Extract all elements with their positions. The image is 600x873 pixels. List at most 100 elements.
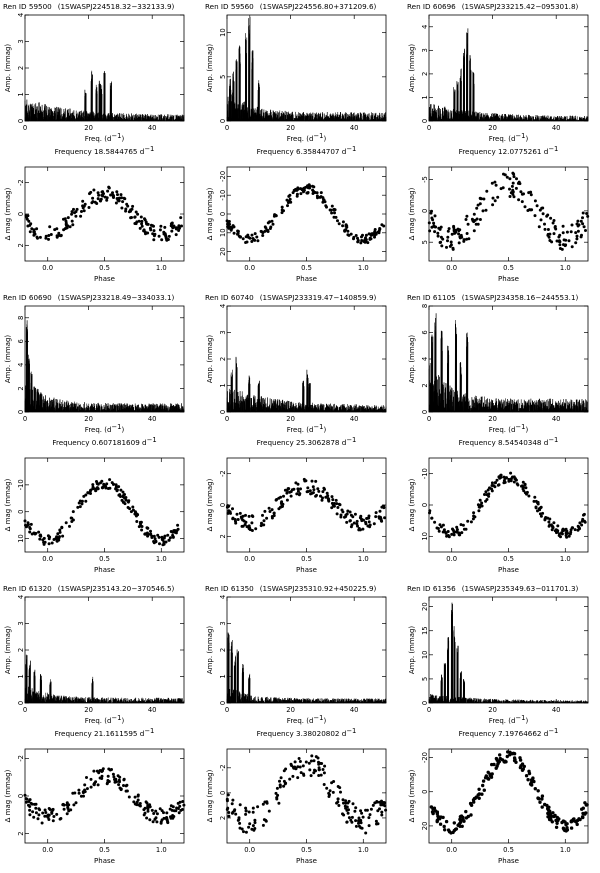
phase-point bbox=[152, 238, 156, 242]
phase-point bbox=[553, 225, 557, 228]
phase-point bbox=[145, 222, 149, 226]
phase-point bbox=[64, 521, 68, 525]
phase-point bbox=[569, 530, 573, 534]
phase-point bbox=[497, 483, 501, 487]
phase-point bbox=[364, 831, 368, 835]
phase-point bbox=[234, 812, 238, 816]
dmag-tick-label: -2 bbox=[219, 470, 227, 477]
phase-point bbox=[140, 219, 144, 223]
freq-tick-label: 20 bbox=[286, 706, 295, 714]
text-part: Ren ID 61350 bbox=[205, 584, 254, 593]
amp-tick-label: 3 bbox=[421, 48, 429, 52]
phase-point bbox=[136, 798, 140, 802]
phase-point bbox=[331, 498, 335, 502]
phase-point bbox=[576, 224, 580, 228]
phase-point bbox=[129, 209, 132, 213]
text-part: Frequency 25.3062878 d bbox=[257, 438, 347, 447]
phase-point bbox=[375, 800, 379, 804]
phase-point bbox=[452, 828, 456, 833]
freq-axis-label: Freq. (d−1) bbox=[85, 714, 125, 725]
phase-point bbox=[556, 818, 560, 823]
freq-axis-label: Freq. (d−1) bbox=[85, 423, 125, 434]
phase-point bbox=[92, 769, 96, 773]
amp-tick-label: 20 bbox=[421, 602, 429, 611]
phase-point bbox=[113, 778, 117, 781]
freq-axis-label: Freq. (d−1) bbox=[489, 423, 529, 434]
text-part: Ren ID 59500 bbox=[3, 2, 52, 11]
phase-point bbox=[293, 189, 296, 193]
phase-point bbox=[157, 234, 161, 238]
phase-point bbox=[469, 803, 474, 807]
phase-point bbox=[99, 197, 103, 201]
amp-axis-label: Amp. (mmag) bbox=[4, 626, 12, 675]
panel-title: Ren ID 61105 (1SWASPJ234358.16−244553.1) bbox=[407, 293, 579, 302]
phase-point bbox=[107, 767, 111, 771]
phase-point bbox=[506, 750, 510, 754]
phase-point bbox=[142, 808, 146, 812]
phase-point bbox=[92, 782, 96, 786]
phase-point bbox=[512, 172, 516, 176]
phase-point bbox=[95, 486, 99, 490]
phase-point bbox=[465, 232, 469, 235]
phase-point bbox=[29, 522, 33, 526]
amp-axis-label: Amp. (mmag) bbox=[408, 335, 416, 384]
phase-tick-label: 0.5 bbox=[503, 846, 514, 854]
phase-point bbox=[133, 795, 137, 799]
phase-point bbox=[430, 810, 435, 814]
phase-point bbox=[472, 511, 476, 515]
phase-point bbox=[84, 499, 88, 503]
freq-tick-label: 40 bbox=[350, 124, 359, 132]
phase-point bbox=[436, 231, 440, 235]
phase-point bbox=[576, 219, 580, 223]
phase-point bbox=[359, 241, 363, 245]
phase-point bbox=[457, 232, 461, 236]
phase-point bbox=[558, 532, 561, 536]
dmag-tick-label: 0 bbox=[17, 794, 25, 798]
phase-point bbox=[127, 795, 131, 799]
phase-point bbox=[529, 193, 533, 197]
phase-point bbox=[163, 534, 167, 538]
phase-point bbox=[256, 805, 260, 809]
amp-tick-label: 8 bbox=[421, 304, 429, 308]
phase-point bbox=[430, 516, 434, 520]
phase-point bbox=[242, 830, 245, 834]
phase-point bbox=[490, 481, 494, 485]
phase-axis-label: Phase bbox=[94, 566, 115, 574]
freq-tick-label: 0 bbox=[23, 706, 27, 714]
phase-point bbox=[31, 810, 35, 814]
frequency-label: Frequency 6.35844707 d−1 bbox=[257, 145, 357, 156]
dmag-tick-label: 2 bbox=[17, 831, 25, 835]
text-part: Freq. (d bbox=[287, 717, 314, 725]
phase-point bbox=[375, 822, 378, 826]
phase-point bbox=[477, 505, 481, 509]
phase-point bbox=[452, 533, 456, 537]
phase-point bbox=[562, 238, 566, 242]
phase-point bbox=[450, 532, 454, 536]
phase-point bbox=[136, 793, 140, 797]
phase-point bbox=[456, 227, 460, 231]
phase-point bbox=[241, 524, 245, 528]
phase-tick-label: 0.0 bbox=[42, 555, 53, 563]
phase-point bbox=[149, 228, 153, 232]
phase-point bbox=[485, 189, 489, 193]
phase-point bbox=[450, 232, 454, 236]
dmag-tick-label: -10 bbox=[219, 190, 227, 201]
phase-point bbox=[333, 502, 336, 505]
phase-point bbox=[86, 491, 90, 495]
text-part: −1 bbox=[313, 132, 323, 140]
phase-point bbox=[458, 235, 462, 239]
phase-point bbox=[466, 222, 470, 226]
phase-point bbox=[472, 220, 476, 224]
phase-point bbox=[346, 801, 350, 805]
phase-point bbox=[135, 520, 139, 523]
phase-point bbox=[317, 768, 321, 772]
phase-point bbox=[440, 244, 444, 248]
phase-point bbox=[134, 210, 138, 214]
freq-tick-label: 0 bbox=[225, 706, 229, 714]
phase-point bbox=[125, 202, 129, 206]
amp-tick-label: 0 bbox=[219, 119, 227, 123]
phase-point bbox=[354, 234, 358, 237]
phase-point bbox=[163, 225, 167, 229]
phase-point bbox=[315, 493, 318, 497]
